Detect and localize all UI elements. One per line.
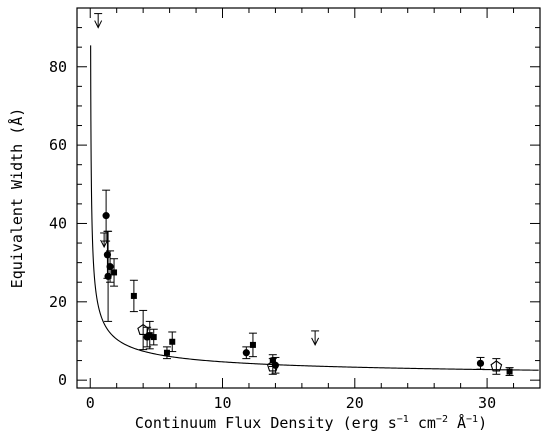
- data-point: [476, 356, 485, 370]
- point-pentagon: [490, 360, 503, 372]
- plot-frame: [76, 7, 541, 389]
- data-point: [242, 346, 251, 360]
- point-circle: [106, 262, 114, 271]
- data-point: [137, 309, 150, 351]
- x-axis-title-part: cm: [409, 414, 436, 432]
- x-axis-title-sup: −2: [436, 414, 448, 425]
- x-axis-title-sup: −1: [397, 414, 409, 425]
- fit-curve: [90, 45, 539, 371]
- axis-ticks: [77, 7, 541, 388]
- data-point: [106, 250, 115, 283]
- y-tick-label: 80: [49, 58, 67, 76]
- upper-limit-marker: [100, 232, 109, 249]
- data-point: [168, 331, 177, 353]
- data-point: [505, 367, 514, 376]
- upper-limit-arrowhead: [94, 20, 103, 29]
- x-tick-label: 10: [213, 394, 231, 412]
- point-square: [249, 341, 256, 348]
- x-tick-label: 0: [86, 394, 95, 412]
- x-tick-label: 30: [478, 394, 496, 412]
- point-circle: [104, 272, 112, 280]
- point-square: [163, 349, 170, 356]
- point-square: [150, 334, 157, 341]
- x-tick-label: 20: [346, 394, 364, 412]
- data-point: [162, 346, 171, 360]
- tick-labels: 0 10 20 30 0 20 40 60 80: [49, 58, 496, 412]
- y-tick-label: 0: [58, 371, 67, 389]
- upper-limit-marker: [94, 13, 103, 29]
- data-point: [490, 358, 503, 375]
- x-axis-title: Continuum Flux Density (erg s−1 cm−2 Å−1…: [135, 413, 487, 432]
- data-point: [266, 358, 279, 375]
- data-point: [129, 279, 138, 313]
- upper-limit-marker: [311, 330, 320, 347]
- x-axis-title-part: ): [478, 414, 487, 432]
- point-square: [111, 269, 118, 276]
- y-tick-label: 40: [49, 214, 67, 232]
- point-circle: [103, 251, 112, 259]
- data-point: [149, 328, 158, 346]
- point-square: [506, 368, 513, 375]
- point-square: [130, 292, 137, 299]
- point-square: [169, 338, 176, 345]
- point-circle: [102, 212, 110, 220]
- data-marks: [94, 13, 514, 376]
- point-circle: [242, 349, 250, 357]
- data-point: [110, 258, 119, 287]
- upper-limit-arrowhead: [311, 337, 320, 347]
- x-axis-title-part: Å: [448, 413, 466, 432]
- x-axis-title-sup: −1: [466, 414, 478, 425]
- point-circle: [476, 359, 485, 367]
- y-tick-label: 20: [49, 293, 67, 311]
- y-axis-title: Equivalent Width (Å): [7, 108, 26, 289]
- data-point: [145, 320, 154, 350]
- point-pentagon: [137, 323, 150, 336]
- point-square: [146, 332, 153, 339]
- y-tick-label: 60: [49, 136, 67, 154]
- point-pentagon: [266, 360, 279, 372]
- x-axis-title-part: Continuum Flux Density (erg s: [135, 414, 397, 432]
- data-point: [248, 332, 257, 358]
- upper-limit-arrowhead: [100, 239, 109, 249]
